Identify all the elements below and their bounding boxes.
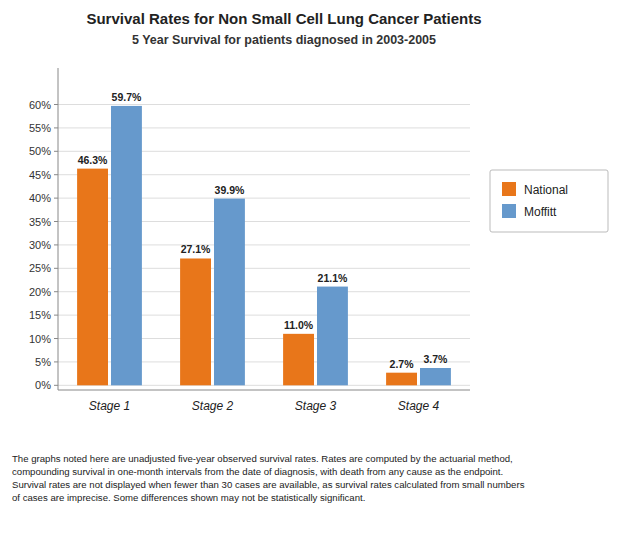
legend-swatch: [502, 182, 516, 196]
tick-label: 40%: [29, 192, 51, 204]
tick-mark: [54, 268, 58, 269]
subtitle: 5 Year Survival for patients diagnosed i…: [132, 33, 436, 47]
tick-mark: [54, 361, 58, 362]
tick-mark: [54, 244, 58, 245]
tick-mark: [54, 151, 58, 152]
tick-label: 35%: [29, 216, 51, 228]
grid: [58, 105, 470, 386]
title: Survival Rates for Non Small Cell Lung C…: [86, 10, 481, 27]
tick-mark: [54, 198, 58, 199]
bars: [77, 106, 451, 385]
data-label: 59.7%: [112, 91, 142, 103]
tick-mark: [54, 315, 58, 316]
footnote: The graphs noted here are unadjusted fiv…: [12, 453, 525, 503]
bar: [317, 287, 348, 386]
tick-label: 30%: [29, 239, 51, 251]
tick-label: 5%: [35, 356, 51, 368]
y-axis: [58, 68, 59, 390]
chart: Survival Rates for Non Small Cell Lung C…: [0, 0, 633, 534]
bar: [420, 368, 451, 385]
bar: [214, 199, 245, 386]
tick-label: 0%: [35, 379, 51, 391]
tick-mark: [54, 291, 58, 292]
data-label: 2.7%: [390, 358, 415, 370]
bar: [180, 258, 211, 385]
category-label: Stage 4: [398, 399, 440, 413]
tick-mark: [54, 221, 58, 222]
tick-mark: [54, 104, 58, 105]
category-label: Stage 1: [89, 399, 130, 413]
bar: [386, 373, 417, 386]
bar: [283, 334, 314, 385]
tick-label: 60%: [29, 99, 51, 111]
bar: [77, 169, 108, 386]
tick-label: 45%: [29, 169, 51, 181]
tick-label: 55%: [29, 122, 51, 134]
grid-line: [58, 104, 470, 105]
tick-label: 25%: [29, 262, 51, 274]
data-label: 11.0%: [284, 319, 314, 331]
category-label: Stage 2: [192, 399, 234, 413]
tick-label: 20%: [29, 286, 51, 298]
category-label: Stage 3: [295, 399, 337, 413]
legend-frame: [490, 170, 608, 232]
legend-swatch: [502, 204, 516, 218]
tick-label: 50%: [29, 145, 51, 157]
x-axis: [58, 390, 470, 391]
data-label: 39.9%: [215, 184, 245, 196]
tick-mark: [54, 338, 58, 339]
tick-label: 10%: [29, 333, 51, 345]
bar: [111, 106, 142, 385]
tick-mark: [54, 174, 58, 175]
data-label: 3.7%: [423, 353, 448, 365]
tick-mark: [54, 127, 58, 128]
footnote-line: The graphs noted here are unadjusted fiv…: [12, 453, 513, 464]
data-label: 27.1%: [181, 243, 211, 255]
data-label: 21.1%: [318, 272, 348, 284]
footnote-line: Survival rates are not displayed when fe…: [12, 479, 525, 490]
background: [0, 0, 633, 534]
tick-label: 15%: [29, 309, 51, 321]
footnote-line: of cases are imprecise. Some differences…: [12, 492, 365, 503]
legend-label: Moffitt: [524, 205, 557, 219]
legend-label: National: [524, 183, 568, 197]
legend: National Moffitt: [490, 170, 608, 232]
data-label: 46.3%: [78, 154, 108, 166]
tick-mark: [54, 385, 58, 386]
footnote-line: compounding survival in one-month interv…: [12, 466, 503, 477]
